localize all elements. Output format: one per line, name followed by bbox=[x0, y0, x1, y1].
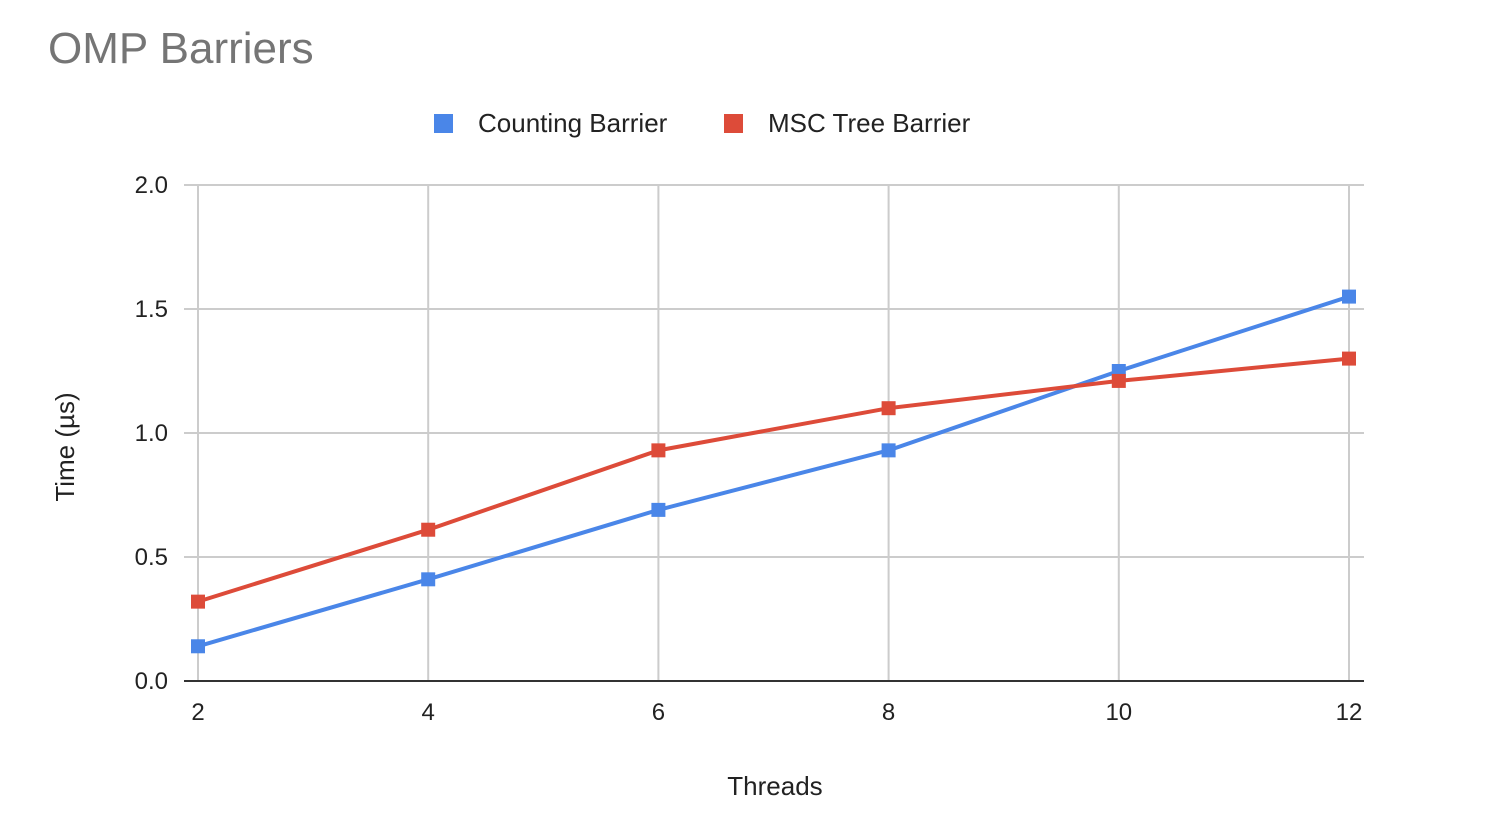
x-tick-label: 2 bbox=[191, 699, 204, 726]
x-axis-title: Threads bbox=[727, 771, 822, 801]
data-point bbox=[651, 443, 666, 458]
data-point bbox=[421, 572, 436, 587]
series-1 bbox=[191, 289, 1356, 654]
data-point bbox=[1342, 351, 1356, 366]
data-point bbox=[1111, 373, 1126, 388]
y-tick-label: 0.0 bbox=[135, 668, 168, 695]
data-point bbox=[421, 522, 436, 537]
x-tick-label: 6 bbox=[652, 699, 665, 726]
x-tick-label: 8 bbox=[882, 699, 895, 726]
y-tick-label: 2.0 bbox=[135, 172, 168, 199]
y-tick-label: 1.0 bbox=[135, 420, 168, 447]
y-tick-label: 1.5 bbox=[135, 296, 168, 323]
legend-label: MSC Tree Barrier bbox=[768, 108, 971, 138]
series-2 bbox=[191, 351, 1356, 609]
x-tick-label: 12 bbox=[1336, 699, 1363, 726]
x-tick-label: 4 bbox=[422, 699, 435, 726]
grid bbox=[184, 184, 1364, 682]
data-point bbox=[191, 594, 205, 609]
data-point bbox=[881, 443, 896, 458]
data-point bbox=[1342, 289, 1356, 304]
y-tick-labels: 0.0 0.5 1.0 1.5 2.0 bbox=[135, 172, 168, 695]
legend-swatch bbox=[434, 114, 453, 133]
series-line bbox=[197, 294, 1350, 649]
x-tick-label: 10 bbox=[1105, 699, 1132, 726]
legend: Counting Barrier MSC Tree Barrier bbox=[434, 108, 971, 138]
data-point bbox=[881, 401, 896, 416]
legend-item: MSC Tree Barrier bbox=[724, 108, 971, 138]
series-line bbox=[197, 356, 1350, 604]
legend-item: Counting Barrier bbox=[434, 108, 668, 138]
legend-swatch bbox=[724, 114, 743, 133]
x-tick-labels: 2 4 6 8 10 12 bbox=[191, 699, 1362, 726]
y-tick-label: 0.5 bbox=[135, 544, 168, 571]
y-axis-title: Time (µs) bbox=[50, 392, 80, 501]
data-point bbox=[651, 502, 666, 517]
data-point bbox=[191, 639, 205, 654]
series-layer bbox=[191, 289, 1356, 654]
chart-title: OMP Barriers bbox=[48, 24, 314, 73]
legend-label: Counting Barrier bbox=[478, 108, 668, 138]
